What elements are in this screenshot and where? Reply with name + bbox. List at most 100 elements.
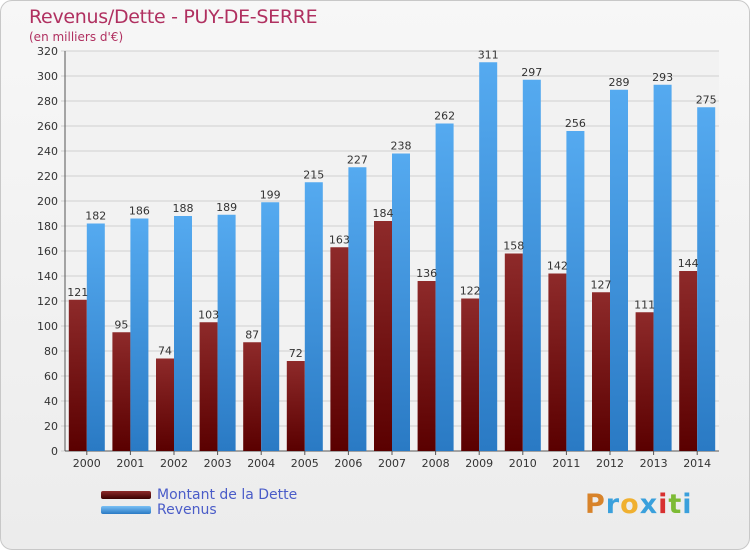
y-tick-label: 100 (37, 320, 58, 333)
bar-revenue (174, 216, 192, 451)
data-label-debt: 72 (289, 347, 303, 360)
legend-item-debt: Montant de la Dette (101, 486, 298, 503)
bar-revenue (348, 167, 367, 451)
data-label-revenue: 188 (173, 202, 194, 215)
y-tick-label: 80 (44, 345, 58, 358)
bar-revenue (435, 123, 454, 451)
x-tick-label: 2011 (552, 457, 580, 470)
x-tick-label: 2010 (509, 457, 537, 470)
bar-revenue (86, 223, 105, 451)
logo-letter: t (668, 489, 683, 520)
data-label-revenue: 215 (303, 168, 324, 181)
legend-swatch-revenue (101, 505, 151, 514)
bar-debt (112, 332, 131, 451)
data-label-revenue: 275 (696, 93, 717, 106)
data-label-debt: 122 (460, 285, 481, 298)
y-tick-label: 240 (37, 145, 58, 158)
x-tick-label: 2003 (204, 457, 232, 470)
bar-debt (374, 221, 392, 451)
bar-revenue (392, 153, 410, 451)
data-label-debt: 74 (158, 345, 172, 358)
bar-revenue (697, 107, 716, 451)
data-label-debt: 158 (503, 240, 524, 253)
legend-item-revenue: Revenus (101, 501, 297, 518)
x-tick-label: 2012 (596, 457, 624, 470)
data-label-revenue: 186 (129, 205, 150, 218)
data-label-debt: 95 (114, 318, 128, 331)
x-tick-label: 2000 (73, 457, 101, 470)
y-tick-label: 320 (37, 45, 58, 58)
logo-letter: i (682, 489, 693, 520)
legend-swatch-debt (101, 490, 151, 499)
data-label-revenue: 293 (652, 71, 673, 84)
data-label-debt: 87 (245, 328, 259, 341)
bar-debt (461, 298, 480, 451)
y-tick-label: 200 (37, 195, 58, 208)
data-label-debt: 184 (373, 207, 394, 220)
data-label-debt: 163 (329, 233, 350, 246)
bar-debt (68, 299, 87, 451)
bar-debt (592, 292, 610, 451)
x-tick-label: 2002 (160, 457, 188, 470)
logo-letter: P (585, 489, 606, 520)
data-label-debt: 127 (591, 278, 612, 291)
data-label-revenue: 238 (391, 140, 412, 153)
x-tick-label: 2006 (334, 457, 362, 470)
bar-revenue (479, 62, 498, 451)
y-tick-label: 220 (37, 170, 58, 183)
proxiti-logo: Proxiti (585, 489, 693, 520)
x-tick-label: 2004 (247, 457, 275, 470)
x-tick-label: 2009 (465, 457, 493, 470)
chart-subtitle: (en milliers d'€) (29, 30, 124, 44)
data-label-revenue: 256 (565, 117, 586, 130)
data-label-revenue: 297 (521, 66, 542, 79)
y-tick-label: 160 (37, 245, 58, 258)
legend-label-debt: Montant de la Dette (157, 486, 298, 503)
bar-revenue (304, 182, 323, 451)
legend-label-revenue: Revenus (157, 501, 217, 518)
bar-debt (199, 322, 218, 451)
bar-debt (635, 312, 654, 451)
data-label-revenue: 182 (85, 210, 106, 223)
bar-revenue (566, 131, 585, 451)
bar-debt (330, 247, 349, 451)
logo-letter: o (620, 489, 640, 520)
chart-title: Revenus/Dette - PUY-DE-SERRE (29, 6, 318, 28)
legend: Montant de la Dette Revenus (101, 486, 298, 518)
y-tick-label: 260 (37, 120, 58, 133)
data-label-debt: 121 (67, 286, 88, 299)
bar-debt (243, 342, 262, 451)
data-label-revenue: 311 (478, 48, 499, 61)
x-tick-label: 2013 (640, 457, 668, 470)
bar-revenue (130, 218, 149, 451)
y-tick-label: 60 (44, 370, 58, 383)
data-label-debt: 111 (634, 298, 655, 311)
data-label-debt: 136 (416, 267, 437, 280)
bar-revenue (522, 79, 541, 451)
data-label-revenue: 189 (216, 201, 237, 214)
bar-revenue (217, 214, 236, 451)
x-tick-label: 2007 (378, 457, 406, 470)
bar-debt (286, 361, 305, 451)
y-tick-label: 120 (37, 295, 58, 308)
bar-revenue (653, 84, 672, 451)
bar-revenue (610, 89, 628, 451)
data-label-debt: 144 (678, 257, 699, 270)
logo-letter: x (639, 489, 659, 520)
logo-letter: i (658, 489, 669, 520)
bar-debt (679, 271, 698, 451)
data-label-revenue: 227 (347, 153, 368, 166)
x-tick-label: 2014 (683, 457, 711, 470)
bar-debt (504, 253, 523, 451)
y-tick-label: 40 (44, 395, 58, 408)
x-tick-label: 2005 (291, 457, 319, 470)
y-tick-label: 300 (37, 70, 58, 83)
bar-debt (417, 281, 436, 451)
y-tick-label: 0 (51, 445, 58, 458)
y-tick-label: 280 (37, 95, 58, 108)
data-label-revenue: 262 (434, 110, 455, 123)
bar-debt (156, 358, 174, 451)
logo-letter: r (605, 489, 621, 520)
